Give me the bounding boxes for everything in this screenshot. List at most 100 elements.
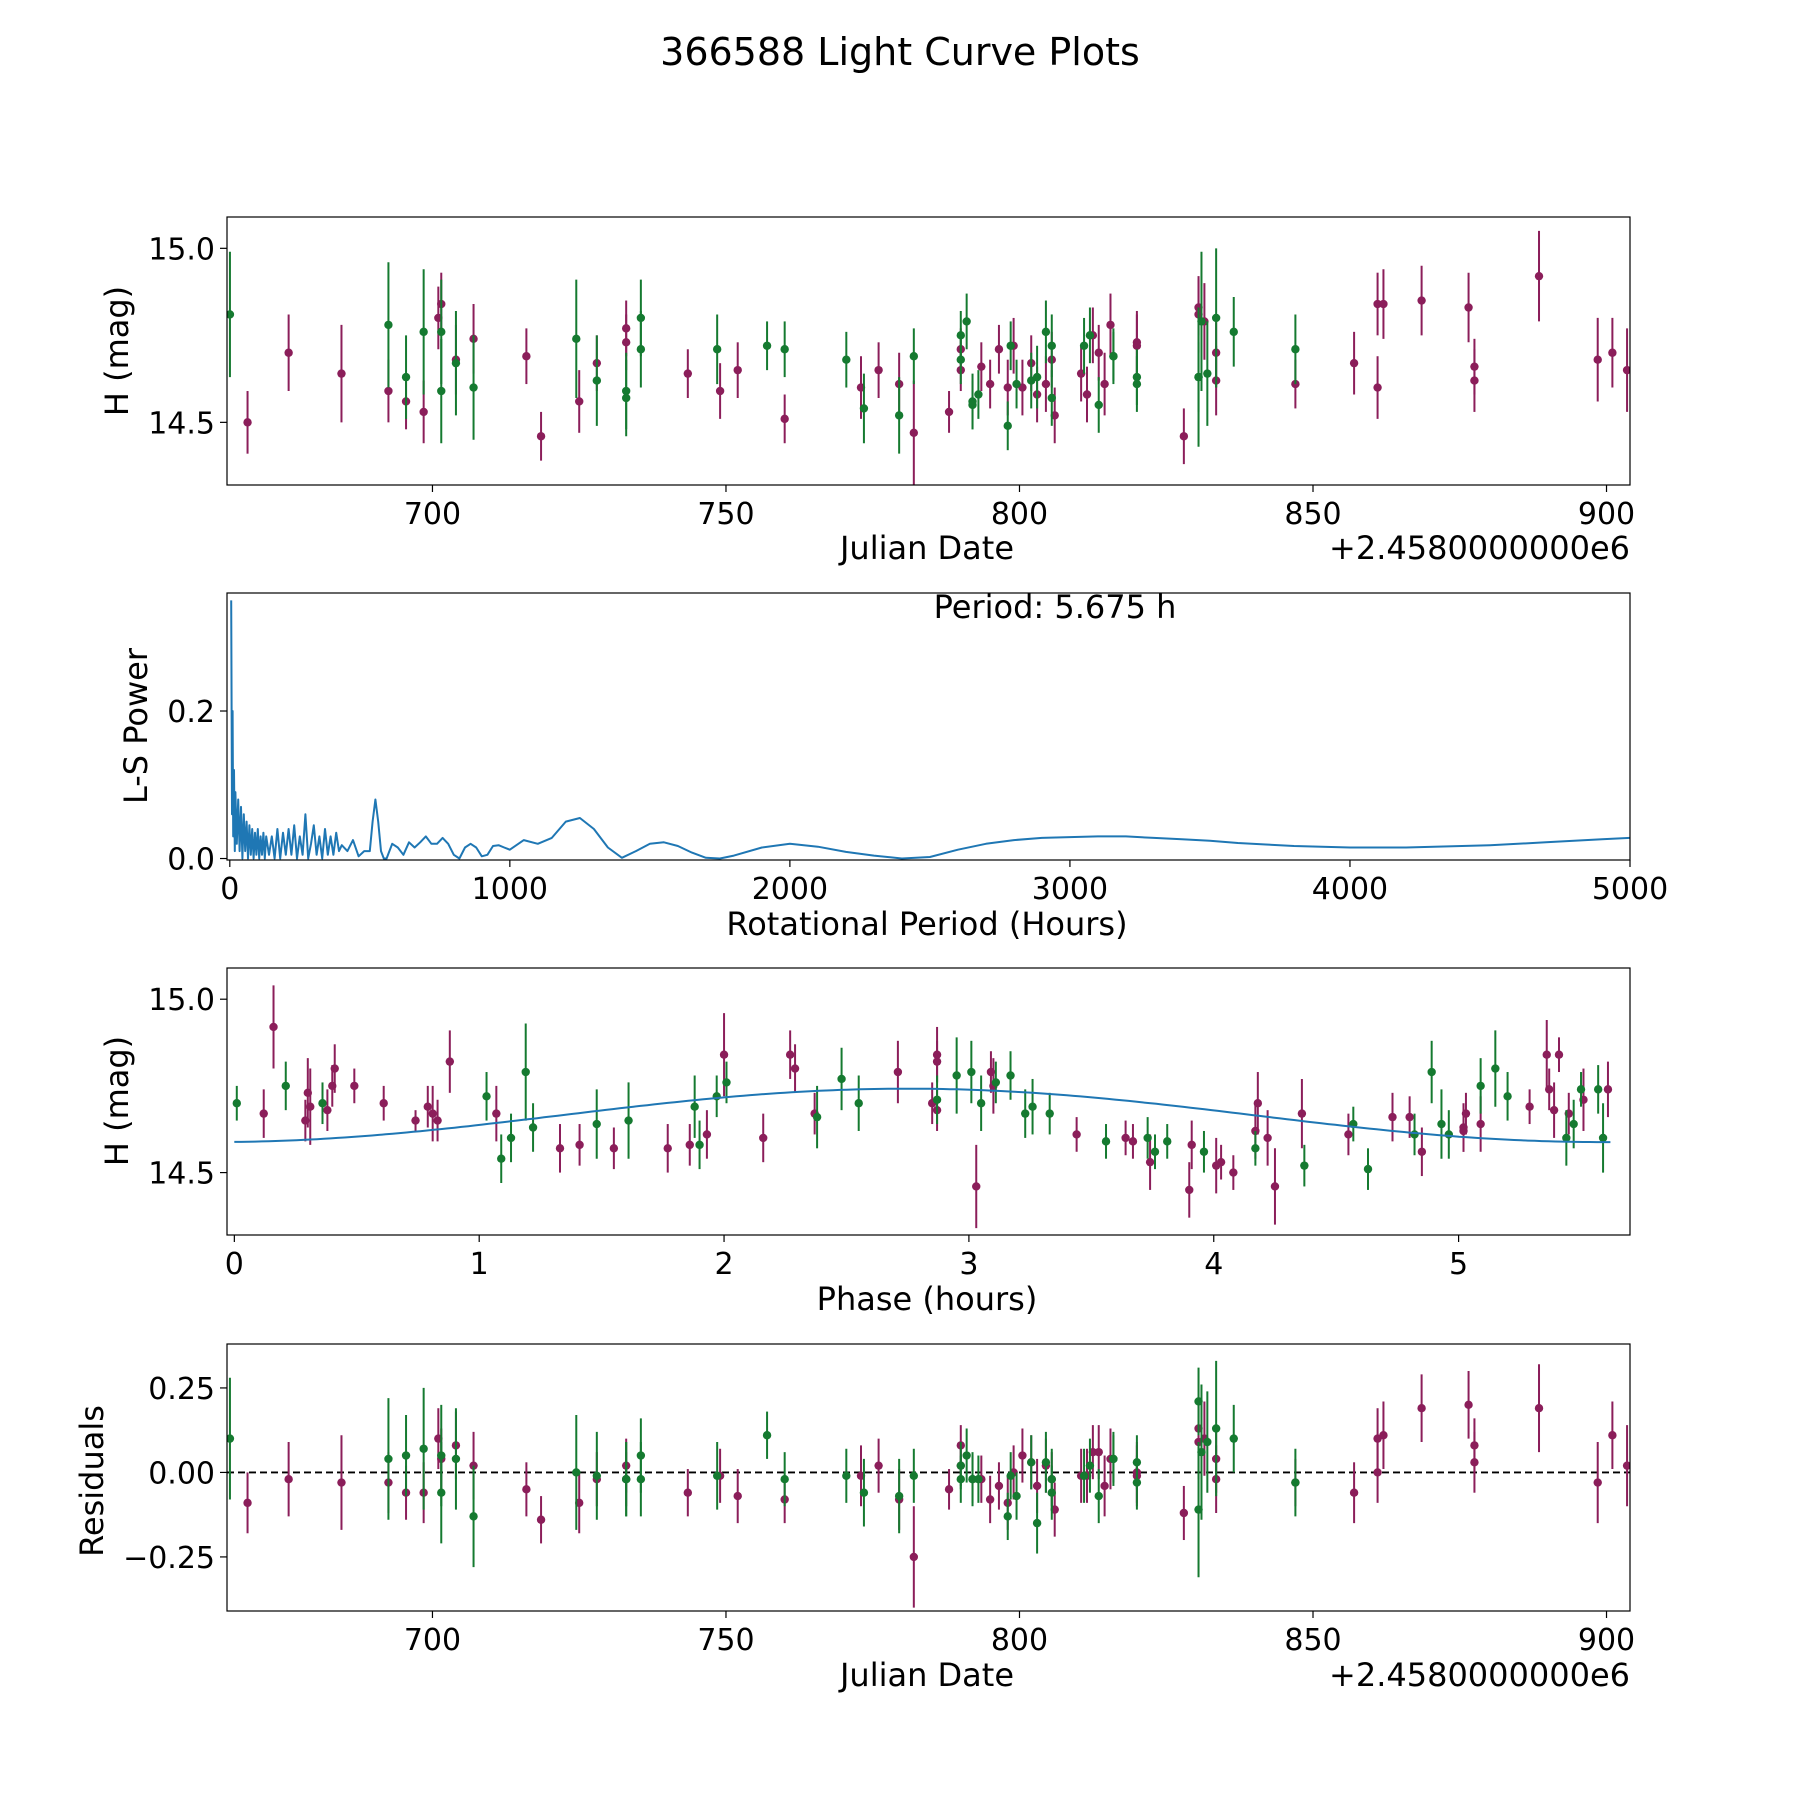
residuals-series-b <box>227 1360 1300 1578</box>
phased-data-point <box>972 1182 981 1191</box>
lightcurve-x-offset: +2.4580000000e6 <box>1329 529 1630 567</box>
lightcurve-series-b <box>227 248 1300 454</box>
lightcurve-xtick-label: 900 <box>1578 497 1635 532</box>
lightcurve-xtick-label: 700 <box>404 497 461 532</box>
periodogram-xtick-label: 3000 <box>1032 872 1108 907</box>
residuals-data-point <box>874 1461 883 1470</box>
lightcurve-data-point <box>1047 393 1056 403</box>
residuals-data-point <box>451 1454 461 1464</box>
lightcurve-data-point <box>1094 348 1103 357</box>
periodogram-xtick-label: 1000 <box>472 872 548 907</box>
phased-data-point <box>259 1109 268 1118</box>
phased-data-point <box>1185 1185 1194 1195</box>
lightcurve-data-point <box>575 397 584 406</box>
residuals-ytick-label: 0.00 <box>148 1456 215 1491</box>
periodogram-xtick-label: 2000 <box>752 872 828 907</box>
periodogram-ticks: 0 1000 2000 3000 4000 5000 0.0 0.2 <box>167 695 1668 907</box>
panel-residuals: 700 750 800 850 900 −0.25 0.00 0.25 Julian Date… <box>73 1343 1635 1694</box>
lightcurve-data-point <box>384 386 393 396</box>
lightcurve-data-point <box>1622 365 1630 375</box>
residuals-data-point <box>1417 1404 1426 1413</box>
phased-data-point <box>1300 1161 1309 1170</box>
lightcurve-data-point <box>1291 345 1300 354</box>
residuals-data-point <box>419 1444 428 1453</box>
residuals-data-point <box>956 1474 965 1484</box>
phased-data-point <box>1251 1144 1260 1153</box>
phased-data-point <box>1150 1147 1160 1156</box>
periodogram-annotation: Period: 5.675 h <box>934 588 1177 626</box>
phased-data-point <box>1028 1102 1037 1111</box>
lightcurve-data-point <box>956 355 965 364</box>
phased-xtick-label: 5 <box>1449 1247 1468 1282</box>
phased-data-point <box>1072 1130 1081 1139</box>
lightcurve-data-point <box>1085 331 1095 340</box>
lightcurve-frame <box>226 216 1631 486</box>
residuals-data-point <box>1464 1400 1473 1410</box>
phased-data-point <box>1554 1050 1564 1059</box>
residuals-data-point <box>592 1471 602 1481</box>
residuals-data-point <box>1041 1458 1051 1467</box>
residuals-data-point <box>1593 1478 1602 1487</box>
phased-data-point <box>1405 1112 1414 1122</box>
phased-data-point <box>1476 1081 1485 1091</box>
phased-data-point <box>492 1109 501 1118</box>
phased-data-point <box>702 1130 712 1139</box>
lightcurve-data-point <box>1203 369 1212 378</box>
lightcurve-ytick-label: 14.5 <box>148 406 215 441</box>
residuals-data-point <box>1534 1404 1544 1413</box>
phased-ylabel: H (mag) <box>98 1036 136 1166</box>
phased-data-point <box>1410 1130 1419 1139</box>
phased-data-point <box>1253 1099 1263 1108</box>
residuals-data-point <box>621 1474 631 1484</box>
lightcurve-data-point <box>337 369 346 378</box>
residuals-data-point <box>1109 1454 1118 1464</box>
residuals-plot-area <box>227 1360 1630 1608</box>
periodogram-ylabel: L-S Power <box>117 647 155 804</box>
lightcurve-data-point <box>715 386 725 396</box>
lightcurve-data-point <box>469 383 478 392</box>
phased-data-point <box>952 1071 961 1080</box>
residuals-data-point <box>1211 1424 1221 1433</box>
residuals-data-point <box>1373 1468 1382 1477</box>
lightcurve-data-point <box>1373 299 1382 309</box>
phased-data-point <box>1576 1085 1586 1094</box>
residuals-data-point <box>994 1481 1004 1491</box>
phased-data-point <box>1121 1133 1130 1143</box>
residuals-data-point <box>469 1512 478 1521</box>
lightcurve-data-point <box>974 390 983 399</box>
lightcurve-data-point <box>1032 372 1042 382</box>
residuals-data-point <box>1179 1508 1189 1518</box>
phased-data-point <box>411 1116 420 1125</box>
lightcurve-data-point <box>859 404 869 413</box>
residuals-data-point <box>284 1474 293 1484</box>
phased-data-point <box>1525 1102 1534 1111</box>
residuals-data-point <box>1100 1481 1109 1491</box>
phased-data-point <box>323 1105 332 1115</box>
residuals-xtick-label: 700 <box>404 1623 461 1658</box>
phased-data-point <box>1270 1182 1280 1191</box>
lightcurve-data-point <box>1012 379 1021 389</box>
lightcurve-data-point <box>1079 341 1089 350</box>
lightcurve-data-point <box>1197 317 1206 326</box>
phased-data-point <box>1297 1109 1307 1118</box>
lightcurve-data-point <box>592 376 602 385</box>
phased-data-point <box>976 1099 986 1108</box>
phased-data-point <box>1216 1157 1226 1167</box>
residuals-data-point <box>1291 1478 1300 1487</box>
periodogram-plot-area <box>230 600 1630 860</box>
lightcurve-xlabel: Julian Date <box>838 529 1014 567</box>
lightcurve-xtick-label: 800 <box>991 497 1048 532</box>
lightcurve-data-point <box>994 345 1004 354</box>
phased-data-point <box>521 1067 530 1077</box>
lightcurve-data-point <box>419 407 428 417</box>
panel-lightcurve: 700 750 800 850 900 14.5 15.0 Julian Date +2.4… <box>98 216 1635 567</box>
residuals-data-point <box>968 1474 977 1484</box>
phased-data-point <box>1461 1109 1471 1118</box>
lightcurve-data-point <box>874 365 883 375</box>
phased-data-point <box>759 1133 768 1143</box>
residuals-xtick-label: 800 <box>991 1623 1048 1658</box>
phased-data-point <box>269 1022 278 1032</box>
lightcurve-data-point <box>1082 390 1092 399</box>
residuals-data-point <box>337 1478 346 1487</box>
periodogram-ytick-label: 0.0 <box>167 843 215 878</box>
